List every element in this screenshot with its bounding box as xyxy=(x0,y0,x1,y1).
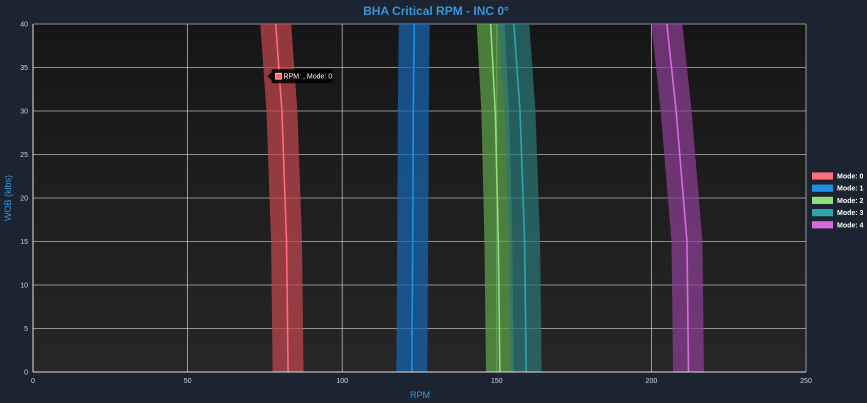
legend-label-mode-0: Mode: 0 xyxy=(837,174,864,181)
x-tick-label: 200 xyxy=(646,378,658,385)
y-tick-label: 40 xyxy=(20,22,28,29)
legend-label-mode-1: Mode: 1 xyxy=(837,186,864,193)
y-tick-label: 20 xyxy=(20,196,28,203)
y-tick-label: 5 xyxy=(24,326,28,333)
x-axis-title: RPM xyxy=(410,390,430,400)
line-mode-2[interactable] xyxy=(489,23,501,373)
legend-label-mode-3: Mode: 3 xyxy=(837,210,864,217)
y-tick-label: 0 xyxy=(24,370,28,377)
series-mode-0[interactable] xyxy=(260,23,304,373)
legend-swatch-mode-3 xyxy=(812,209,833,217)
legend-label-mode-2: Mode: 2 xyxy=(837,198,864,205)
x-tick-label: 150 xyxy=(491,378,503,385)
series-mode-1[interactable] xyxy=(396,23,430,373)
band-mode-0[interactable] xyxy=(260,24,304,372)
series-mode-4[interactable] xyxy=(651,23,704,373)
legend-swatch-mode-1 xyxy=(812,184,833,192)
legend-label-mode-4: Mode: 4 xyxy=(837,222,864,229)
series-mode-3[interactable] xyxy=(498,23,542,373)
line-mode-1[interactable] xyxy=(410,23,416,373)
legend: Mode: 0 Mode: 1 Mode: 2 Mode: 3 Mode: 4 xyxy=(812,172,864,229)
x-tick-label: 0 xyxy=(31,378,35,385)
tooltip-caret xyxy=(267,72,272,81)
y-tick-label: 25 xyxy=(20,152,28,159)
y-axis-title: WOB (klbs) xyxy=(3,175,13,221)
axes: 0 5 10 15 20 25 30 35 40 0 50 100 150 200 250 xyxy=(20,22,812,386)
x-tick-label: 250 xyxy=(800,378,812,385)
chart-title: BHA Critical RPM - INC 0° xyxy=(363,4,509,18)
legend-swatch-mode-0 xyxy=(812,172,833,180)
x-tick-label: 100 xyxy=(336,378,348,385)
band-mode-3[interactable] xyxy=(498,24,542,372)
line-mode-4[interactable] xyxy=(666,23,690,373)
tooltip: RPM: , Mode: 0 xyxy=(267,69,333,84)
y-tick-label: 30 xyxy=(20,109,28,116)
band-mode-4[interactable] xyxy=(651,24,704,372)
legend-swatch-mode-4 xyxy=(812,221,833,229)
y-tick-label: 10 xyxy=(20,283,28,290)
tooltip-swatch xyxy=(275,72,282,80)
y-tick-label: 15 xyxy=(20,239,28,246)
y-tick-label: 35 xyxy=(20,65,28,72)
series-layer[interactable] xyxy=(260,23,704,373)
line-mode-3[interactable] xyxy=(513,23,527,373)
x-tick-label: 50 xyxy=(184,378,192,385)
tooltip-box xyxy=(271,69,333,84)
line-mode-0[interactable] xyxy=(274,23,289,373)
legend-swatch-mode-2 xyxy=(812,196,833,204)
tooltip-text: RPM: , Mode: 0 xyxy=(284,74,333,81)
